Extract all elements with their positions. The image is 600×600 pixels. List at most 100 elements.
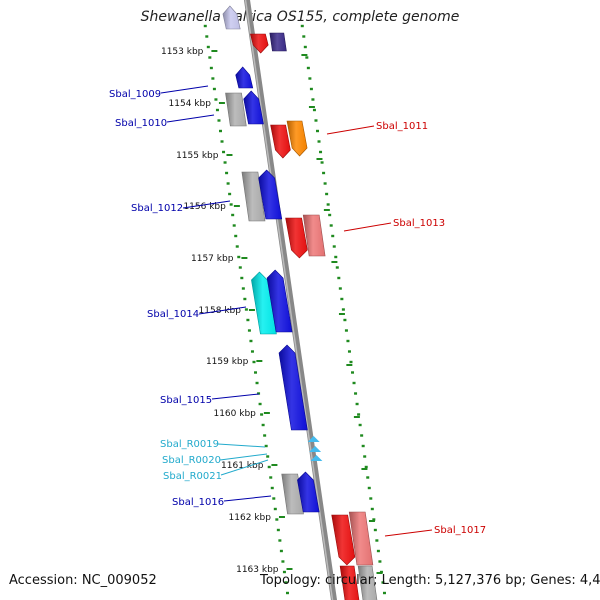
minor-tick: [257, 392, 261, 395]
tick-label: 1155 kbp: [176, 151, 219, 161]
gene-features: [222, 5, 378, 600]
gene-arrow: [241, 171, 266, 222]
minor-tick: [332, 245, 336, 248]
tick-label: 1154 kbp: [169, 99, 212, 109]
leader-line: [166, 114, 215, 123]
minor-tick: [231, 213, 235, 217]
topology-text: Topology: circular; Length: 5,127,376 bp…: [260, 573, 600, 588]
minor-tick: [331, 234, 335, 238]
minor-tick: [250, 350, 254, 353]
minor-tick: [354, 392, 358, 395]
minor-tick: [378, 560, 382, 563]
tick-label: 1156 kbp: [183, 202, 226, 212]
gene-label: Sbal_1010: [115, 118, 167, 129]
minor-tick: [232, 224, 236, 227]
leader-line: [384, 529, 433, 537]
minor-tick: [258, 402, 262, 406]
minor-tick: [349, 360, 353, 364]
gene-label: Sbal_R0021: [163, 471, 222, 482]
minor-tick: [325, 192, 329, 196]
tick-label: 1161 kbp: [221, 461, 264, 471]
minor-tick: [220, 140, 224, 143]
minor-tick: [244, 308, 248, 311]
rna-chevron: [309, 446, 322, 452]
leader-line: [211, 393, 260, 400]
minor-tick: [317, 140, 321, 143]
minor-tick: [249, 339, 253, 343]
gene-arrow: [225, 92, 247, 127]
minor-tick: [305, 56, 309, 59]
minor-tick: [367, 486, 371, 490]
minor-tick: [375, 539, 379, 542]
minor-tick: [212, 87, 216, 91]
minor-tick: [337, 276, 341, 280]
minor-tick: [285, 591, 289, 595]
minor-tick: [284, 581, 288, 584]
minor-tick: [254, 371, 258, 374]
minor-tick: [218, 129, 222, 133]
minor-tick: [308, 77, 312, 80]
minor-tick: [203, 24, 207, 28]
genome-title: Shewanella baltica OS155, complete genom…: [140, 9, 460, 25]
minor-tick: [209, 66, 213, 70]
gene-arrow: [302, 214, 326, 257]
minor-tick: [373, 528, 377, 532]
minor-tick: [255, 381, 259, 385]
minor-tick: [243, 297, 247, 301]
minor-tick: [344, 329, 348, 332]
gene-arrow: [250, 33, 269, 54]
minor-tick: [267, 465, 271, 469]
gene-arrow: [285, 217, 308, 259]
minor-tick: [334, 255, 338, 259]
minor-tick: [364, 465, 368, 469]
backbone-axis: [243, 0, 338, 600]
minor-tick: [261, 423, 265, 427]
minor-tick: [355, 402, 359, 406]
gene-labels: Sbal_1009 Sbal_1010 Sbal_1011 Sbal_1012 Sbal…: [109, 85, 486, 537]
minor-tick: [361, 444, 365, 448]
backbone-line: [243, 0, 338, 600]
minor-tick: [343, 318, 347, 322]
minor-tick: [228, 192, 232, 196]
backbone-highlight: [244, 0, 334, 600]
minor-tick: [369, 497, 373, 500]
minor-tick: [338, 287, 342, 290]
minor-tick: [273, 507, 277, 511]
gene-arrow: [266, 269, 293, 333]
tick-label: 1160 kbp: [213, 409, 256, 419]
gene-arrow: [339, 565, 360, 600]
minor-tick: [315, 129, 319, 133]
minor-tick: [300, 24, 304, 28]
minor-tick: [275, 518, 279, 521]
minor-tick: [320, 161, 324, 164]
tick-label: 1153 kbp: [161, 47, 204, 57]
gene-arrow: [357, 565, 378, 600]
minor-tick: [358, 423, 362, 427]
minor-tick: [306, 66, 310, 70]
tick-label: 1157 kbp: [191, 254, 234, 264]
minor-tick: [341, 308, 345, 311]
minor-tick: [372, 518, 376, 521]
minor-tick: [382, 591, 386, 595]
gene-arrow: [243, 90, 264, 125]
minor-tick: [240, 276, 244, 280]
gene-label: Sbal_R0020: [162, 455, 221, 466]
minor-tick: [276, 528, 280, 532]
rna-chevron: [307, 436, 320, 442]
gene-label: Sbal_1016: [172, 497, 224, 508]
minor-tick: [270, 486, 274, 490]
minor-tick: [360, 434, 364, 437]
minor-tick: [235, 245, 239, 248]
tick-label: 1159 kbp: [206, 357, 249, 367]
minor-tick: [352, 381, 356, 385]
minor-tick: [322, 171, 326, 175]
minor-tick: [312, 108, 316, 112]
minor-tick: [311, 98, 315, 101]
minor-tick: [340, 297, 344, 301]
minor-tick: [241, 287, 245, 290]
gene-arrow: [222, 5, 241, 30]
rna-features: [307, 436, 323, 461]
gene-label: Sbal_1009: [109, 89, 161, 100]
minor-tick: [225, 171, 229, 175]
minor-tick: [247, 329, 251, 332]
